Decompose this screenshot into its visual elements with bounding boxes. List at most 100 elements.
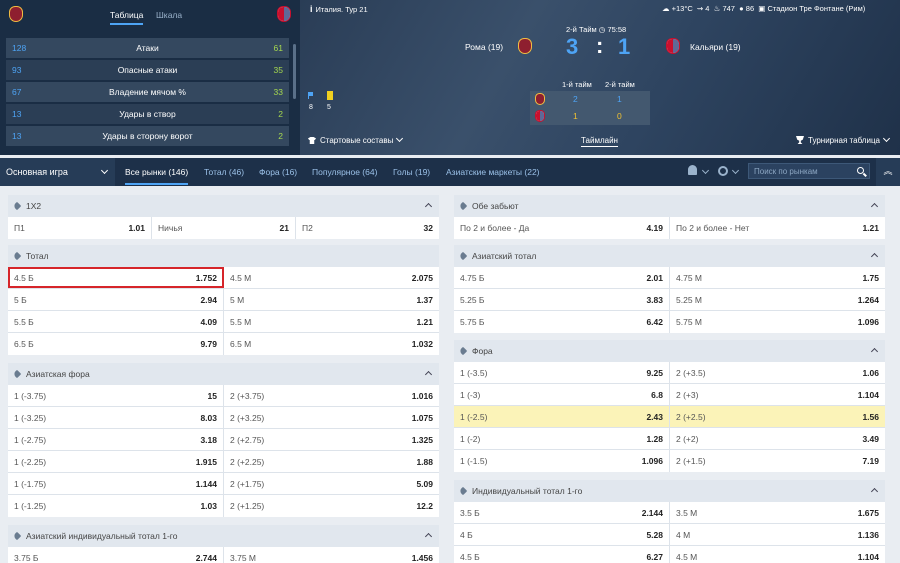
collapse-all-button[interactable]: ︽ — [876, 158, 900, 186]
tab-scale[interactable]: Шкала — [156, 10, 183, 20]
lineups-link[interactable]: Стартовые составы — [308, 134, 404, 145]
pin-icon[interactable] — [458, 486, 468, 496]
odd-cell[interactable]: 3.5 М 1.675 — [676, 507, 879, 518]
odd-cell[interactable]: 3.5 Б 2.144 — [454, 502, 670, 523]
odd-cell[interactable]: 2 (+2.25) 1.88 — [230, 456, 433, 467]
market-row: 3.75 Б 2.744 3.75 М 1.456 — [8, 547, 439, 563]
odd-cell[interactable]: По 2 и более - Да 4.19 — [454, 217, 670, 239]
chevron-down-icon[interactable] — [701, 166, 710, 177]
pin-icon[interactable] — [458, 201, 468, 211]
odd-cell[interactable]: П1 1.01 — [8, 217, 152, 239]
pin-icon[interactable] — [12, 251, 22, 261]
odd-cell-selected[interactable]: 4.5 Б 1.752 — [8, 267, 224, 288]
odd-cell[interactable]: 2 (+1.25) 12.2 — [230, 501, 433, 511]
odd-cell[interactable]: 4.5 Б 6.27 — [454, 546, 670, 563]
tab-all-markets[interactable]: Все рынки (146) — [125, 167, 189, 185]
odd-cell[interactable]: 2 (+2.75) 1.325 — [230, 434, 433, 445]
odd-cell[interactable]: 2 (+3.25) 1.075 — [230, 412, 433, 423]
odd-cell[interactable]: 2 (+3) 1.104 — [676, 389, 879, 400]
tab-popular[interactable]: Популярное (64) — [312, 167, 378, 177]
chevron-up-icon[interactable] — [870, 347, 879, 356]
odd-cell[interactable]: По 2 и более - Нет 1.21 — [676, 223, 879, 233]
chevron-up-icon[interactable] — [870, 202, 879, 211]
market-header[interactable]: Тотал — [8, 245, 439, 267]
odd-cell[interactable]: 2 (+2) 3.49 — [676, 433, 879, 444]
tab-goals[interactable]: Голы (19) — [393, 167, 431, 177]
odd-cell[interactable]: П2 32 — [302, 223, 433, 233]
search-icon[interactable] — [857, 167, 864, 174]
pin-icon[interactable] — [458, 251, 468, 261]
tab-handicap[interactable]: Фора (16) — [259, 167, 298, 177]
odd-cell[interactable]: 1 (-3.25) 8.03 — [8, 407, 224, 428]
odd-cell[interactable]: Ничья 21 — [152, 217, 296, 239]
odd-cell[interactable]: 1 (-2.75) 3.18 — [8, 429, 224, 450]
odd-cell[interactable]: 5.25 М 1.264 — [676, 294, 879, 305]
odd-cell[interactable]: 5 Б 2.94 — [8, 289, 224, 310]
market-header[interactable]: Индивидуальный тотал 1-го — [454, 480, 885, 502]
odd-cell[interactable]: 5.75 Б 6.42 — [454, 311, 670, 333]
odd-cell[interactable]: 2 (+1.75) 5.09 — [230, 478, 433, 489]
odd-cell-highlighted[interactable]: 2 (+2.5) 1.56 — [670, 406, 885, 427]
tab-table[interactable]: Таблица — [110, 10, 144, 25]
market-row: 3.5 Б 2.144 3.5 М 1.675 — [454, 502, 885, 524]
odd-cell[interactable]: 1 (-1.5) 1.096 — [454, 450, 670, 472]
chevron-up-icon[interactable] — [424, 202, 433, 211]
standings-link[interactable]: Турнирная таблица — [796, 134, 891, 145]
odd-cell[interactable]: 3.75 Б 2.744 — [8, 547, 224, 563]
market-search-input[interactable] — [748, 163, 870, 179]
tab-total[interactable]: Тотал (46) — [204, 167, 245, 177]
odd-cell[interactable]: 1 (-3.5) 9.25 — [454, 362, 670, 383]
pin-icon[interactable] — [12, 369, 22, 379]
odd-cell[interactable]: 4 Б 5.28 — [454, 524, 670, 545]
odd-cell[interactable]: 2 (+1.5) 7.19 — [676, 456, 879, 466]
odd-cell[interactable]: 4.75 М 1.75 — [676, 272, 879, 283]
chevron-down-icon[interactable] — [731, 166, 740, 177]
odd-cell[interactable]: 4 М 1.136 — [676, 529, 879, 540]
odd-cell[interactable]: 5 М 1.37 — [230, 294, 433, 305]
odd-cell[interactable]: 2 (+3.5) 1.06 — [676, 367, 879, 378]
odd-cell[interactable]: 1 (-1.25) 1.03 — [8, 495, 224, 517]
pin-icon[interactable] — [12, 201, 22, 211]
odd-cell[interactable]: 5.75 М 1.096 — [676, 317, 879, 327]
chevron-up-icon[interactable] — [424, 532, 433, 541]
market-asian-handicap: Азиатская фора 1 (-3.75) 15 2 (+3.75) 1.01… — [8, 363, 439, 517]
market-header[interactable]: Обе забьют — [454, 195, 885, 217]
market-header[interactable]: Фора — [454, 340, 885, 362]
bell-icon[interactable] — [688, 165, 697, 175]
market-header[interactable]: 1X2 — [8, 195, 439, 217]
gear-icon[interactable] — [718, 166, 728, 176]
odd-cell[interactable]: 2 (+3.75) 1.016 — [230, 390, 433, 401]
home-team-name[interactable]: Рома (19) — [465, 42, 504, 52]
chevron-up-icon[interactable] — [870, 252, 879, 261]
chevron-up-icon[interactable] — [424, 370, 433, 379]
pin-icon[interactable] — [12, 531, 22, 541]
market-header[interactable]: Азиатская фора — [8, 363, 439, 385]
tab-asian-markets[interactable]: Азиатские маркеты (22) — [446, 167, 540, 177]
odd-cell[interactable]: 6.5 Б 9.79 — [8, 333, 224, 355]
timeline-link[interactable]: Таймлайн — [581, 136, 618, 147]
market-handicap: Фора 1 (-3.5) 9.25 2 (+3.5) 1.06 1 (-3) 6.8… — [454, 340, 885, 472]
odd-cell[interactable]: 5.5 Б 4.09 — [8, 311, 224, 332]
market-header[interactable]: Азиатский индивидуальный тотал 1-го — [8, 525, 439, 547]
odd-cell-highlighted[interactable]: 1 (-2.5) 2.43 — [454, 406, 670, 427]
odd-cell[interactable]: 1 (-1.75) 1.144 — [8, 473, 224, 494]
cagliari-logo — [535, 110, 545, 122]
odd-cell[interactable]: 6.5 М 1.032 — [230, 339, 433, 349]
odd-cell[interactable]: 4.5 М 1.104 — [676, 552, 879, 562]
odd-cell[interactable]: 3.75 М 1.456 — [230, 553, 433, 563]
market-individual-total-1: Индивидуальный тотал 1-го 3.5 Б 2.144 3.5… — [454, 480, 885, 563]
pin-icon[interactable] — [458, 346, 468, 356]
odd-cell[interactable]: 1 (-2.25) 1.915 — [8, 451, 224, 472]
odd-cell[interactable]: 1 (-3.75) 15 — [8, 385, 224, 406]
odd-cell[interactable]: 1 (-3) 6.8 — [454, 384, 670, 405]
odd-cell[interactable]: 5.25 Б 3.83 — [454, 289, 670, 310]
chevron-up-icon[interactable] — [870, 487, 879, 496]
odd-cell[interactable]: 4.75 Б 2.01 — [454, 267, 670, 288]
market-header[interactable]: Азиатский тотал — [454, 245, 885, 267]
odd-cell[interactable]: 5.5 М 1.21 — [230, 316, 433, 327]
stats-scrollbar[interactable] — [293, 44, 296, 99]
odd-cell[interactable]: 4.5 М 2.075 — [230, 272, 433, 283]
odd-cell[interactable]: 1 (-2) 1.28 — [454, 428, 670, 449]
away-team-name[interactable]: Кальяри (19) — [690, 42, 741, 52]
game-select[interactable]: Основная игра — [0, 158, 115, 186]
